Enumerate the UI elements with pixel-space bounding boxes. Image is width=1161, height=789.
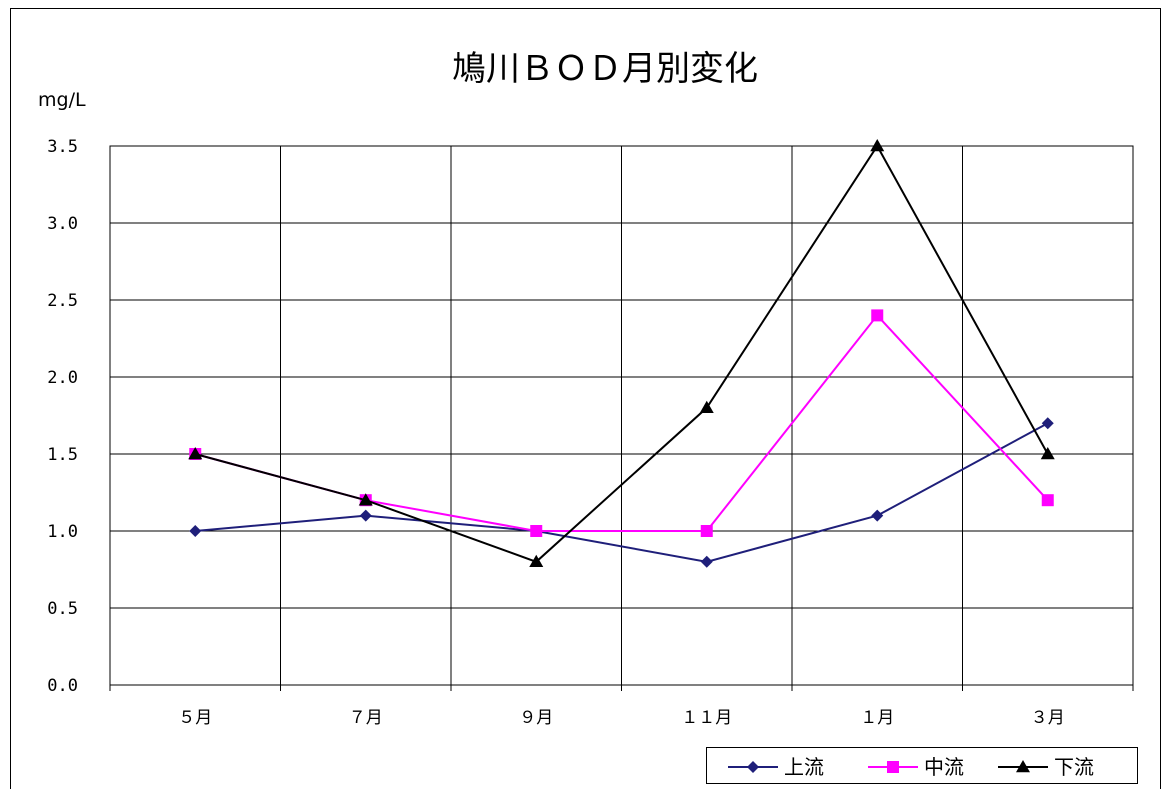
series-point-triangle <box>699 400 714 414</box>
y-tick-label: 3.0 <box>47 214 78 234</box>
series-line <box>194 144 1049 563</box>
y-tick-label: 0.5 <box>47 599 78 619</box>
y-tick-label: 1.0 <box>47 522 78 542</box>
series-point-square <box>700 525 713 537</box>
series-point-diamond <box>189 525 202 537</box>
x-tick-label: ５月 <box>178 708 212 728</box>
chart-title: 鳩川ＢＯＤ月別変化 <box>452 49 758 89</box>
series-point-diamond <box>359 509 372 522</box>
series-point-diamond <box>871 509 884 522</box>
series-line <box>195 422 1049 563</box>
series-point-triangle <box>1016 760 1030 773</box>
y-tick-label: 2.0 <box>47 368 78 388</box>
series-point-triangle <box>529 554 544 568</box>
grid-layer <box>109 145 1134 691</box>
y-tick-label: 2.5 <box>47 291 78 311</box>
y-tick-label: 0.0 <box>47 676 78 696</box>
x-tick-label: ９月 <box>519 708 553 728</box>
series-point-triangle <box>870 139 885 152</box>
x-tick-label: １１月 <box>681 708 732 728</box>
y-axis-unit-label: mg/L <box>38 89 86 111</box>
legend-label: 中流 <box>924 755 964 779</box>
legend-box <box>706 747 1138 784</box>
series-point-triangle <box>358 493 373 506</box>
y-tick-label: 3.5 <box>47 137 78 157</box>
legend-label: 上流 <box>784 755 824 779</box>
series-point-square <box>887 761 899 773</box>
y-tick-label: 1.5 <box>47 445 78 465</box>
x-axis-ticks: ５月 ７月 ９月 １１月 １月 ３月 <box>178 708 1065 728</box>
x-tick-label: ３月 <box>1031 708 1065 728</box>
series-point-diamond <box>1041 417 1054 430</box>
legend-label: 下流 <box>1054 755 1094 779</box>
x-tick-label: ７月 <box>349 708 383 728</box>
series-point-triangle <box>188 447 203 460</box>
y-axis-ticks: 0.0 0.5 1.0 1.5 2.0 2.5 3.0 3.5 <box>47 137 78 696</box>
series-layer <box>188 139 1055 568</box>
legend: 上流 中流 下流 <box>706 747 1138 784</box>
series-point-square <box>871 309 884 322</box>
series-point-triangle <box>1040 447 1055 460</box>
series-point-square <box>1041 494 1054 507</box>
x-tick-label: １月 <box>860 708 894 728</box>
series-point-diamond <box>747 761 759 773</box>
chart-frame <box>10 8 1161 789</box>
series-point-square <box>530 525 543 537</box>
series-3 <box>188 139 1055 568</box>
series-point-diamond <box>700 555 713 568</box>
